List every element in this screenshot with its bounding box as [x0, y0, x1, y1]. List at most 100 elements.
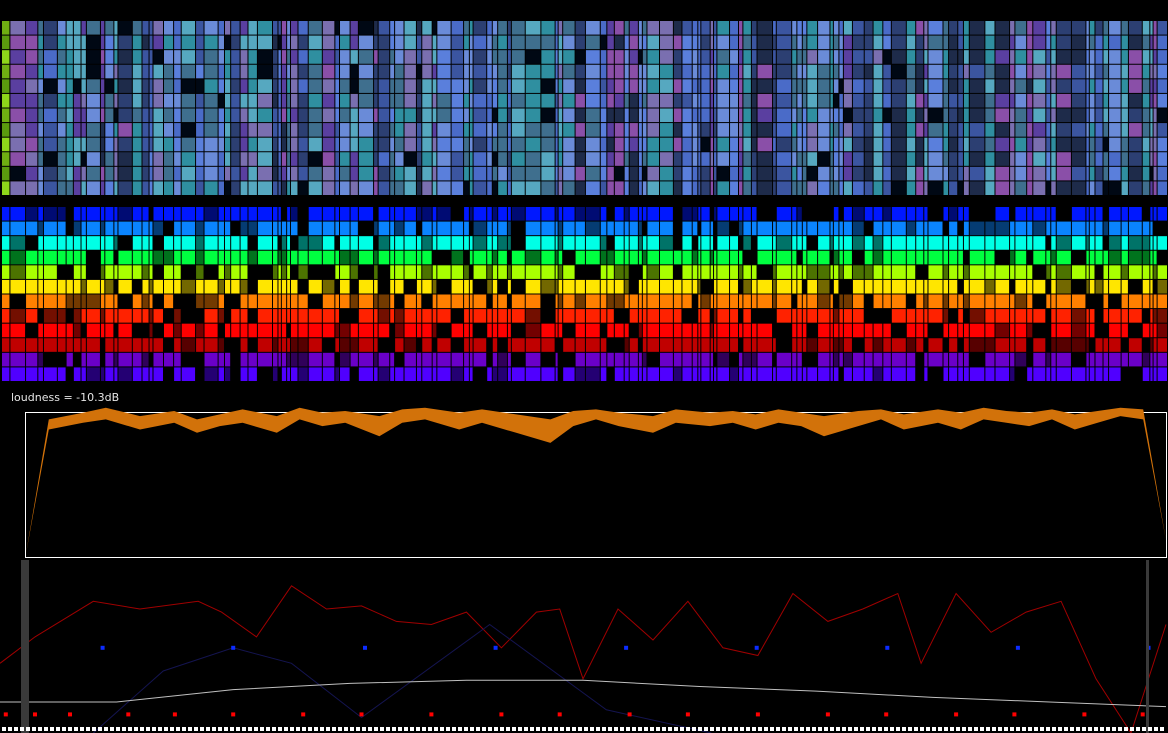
pitch-cell	[807, 294, 818, 309]
beat-tick	[656, 727, 660, 731]
timbre-cell	[298, 181, 308, 195]
pitch-cell	[390, 352, 395, 367]
pitch-cell	[743, 294, 751, 309]
pitch-cell	[692, 338, 698, 352]
pitch-cell	[883, 279, 891, 294]
timbre-cell	[174, 64, 181, 79]
pitch-cell	[196, 265, 204, 279]
pitch-cell	[492, 221, 498, 236]
pitch-cell	[1056, 323, 1071, 338]
pitch-cell	[507, 367, 511, 381]
pitch-cell	[730, 309, 738, 323]
timbre-cell	[464, 35, 469, 50]
timbre-cell	[541, 152, 555, 166]
timbre-cell	[1027, 123, 1033, 137]
timbre-cell	[153, 50, 163, 64]
timbre-cell	[1128, 152, 1142, 166]
pitch-cell	[607, 279, 614, 294]
timbre-cell	[1056, 35, 1071, 50]
timbre-cell	[416, 181, 422, 195]
timbre-cell	[995, 21, 1010, 35]
timbre-cell	[843, 21, 852, 35]
timbre-cell	[541, 50, 555, 64]
timbre-cell	[1109, 93, 1121, 108]
timbre-cell	[451, 181, 464, 195]
timbre-cell	[797, 93, 802, 108]
pitch-cell	[525, 309, 541, 323]
timbre-cell	[358, 181, 374, 195]
beat-tick	[698, 727, 702, 731]
pitch-cell	[839, 265, 843, 279]
pitch-cell	[231, 250, 240, 265]
pitch-cell	[797, 265, 802, 279]
pitch-cell	[985, 367, 995, 381]
pitch-cell	[943, 279, 949, 294]
pitch-cell	[66, 323, 73, 338]
pitch-cell	[378, 323, 390, 338]
pitch-cell	[473, 338, 487, 352]
timbre-cell	[114, 152, 118, 166]
timbre-cell	[66, 181, 73, 195]
pitch-cell	[916, 309, 924, 323]
pitch-cell	[422, 323, 432, 338]
timbre-cell	[629, 50, 638, 64]
timbre-cell	[1071, 123, 1086, 137]
timbre-cell	[204, 64, 218, 79]
pitch-cell	[273, 294, 278, 309]
pitch-cell	[843, 323, 852, 338]
timbre-cell	[224, 137, 231, 152]
pitch-cell	[717, 250, 730, 265]
timbre-cell	[924, 166, 928, 181]
pitch-cell	[358, 207, 374, 221]
timbre-cell	[378, 137, 390, 152]
timbre-cell	[1153, 123, 1157, 137]
pitch-cell	[1015, 236, 1027, 250]
timbre-cell	[451, 166, 464, 181]
pitch-cell	[81, 265, 86, 279]
pitch-cell	[647, 279, 660, 294]
timbre-cell	[66, 79, 73, 93]
timbre-cell	[682, 64, 692, 79]
timbre-cell	[928, 79, 943, 93]
timbre-cell	[240, 21, 248, 35]
pitch-cell	[883, 338, 891, 352]
pitch-cell	[422, 367, 432, 381]
pitch-cell	[751, 367, 757, 381]
timbre-cell	[422, 79, 432, 93]
timbre-cell	[1051, 137, 1056, 152]
timbre-cell	[600, 21, 607, 35]
timbre-cell	[492, 108, 498, 123]
timbre-cell	[1103, 35, 1109, 50]
pitch-cell	[792, 250, 797, 265]
timbre-cell	[451, 79, 464, 93]
timbre-cell	[738, 152, 743, 166]
pitch-cell	[395, 323, 404, 338]
pitch-cell	[698, 323, 701, 338]
pitch-cell	[26, 207, 38, 221]
timbre-cell	[1056, 123, 1071, 137]
pitch-cell	[818, 279, 830, 294]
timbre-cell	[340, 152, 350, 166]
timbre-cell	[66, 64, 73, 79]
timbre-cell	[833, 93, 839, 108]
pitch-cell	[629, 221, 638, 236]
timbre-cell	[231, 50, 240, 64]
timbre-cell	[390, 50, 395, 64]
timbre-cell	[541, 35, 555, 50]
pitch-cell	[1086, 279, 1089, 294]
timbre-cell	[776, 64, 792, 79]
timbre-cell	[1071, 152, 1086, 166]
timbre-cell	[995, 181, 1010, 195]
timbre-cell	[943, 35, 949, 50]
pitch-cell	[525, 250, 541, 265]
pitch-cell	[1051, 236, 1056, 250]
pitch-cell	[629, 250, 638, 265]
pitch-cell	[153, 279, 163, 294]
timbre-cell	[575, 123, 585, 137]
timbre-cell	[432, 166, 437, 181]
timbre-cell	[335, 35, 340, 50]
pitch-cell	[818, 323, 830, 338]
pitch-cell	[555, 309, 558, 323]
beat-tick	[608, 727, 612, 731]
timbre-cell	[181, 137, 196, 152]
